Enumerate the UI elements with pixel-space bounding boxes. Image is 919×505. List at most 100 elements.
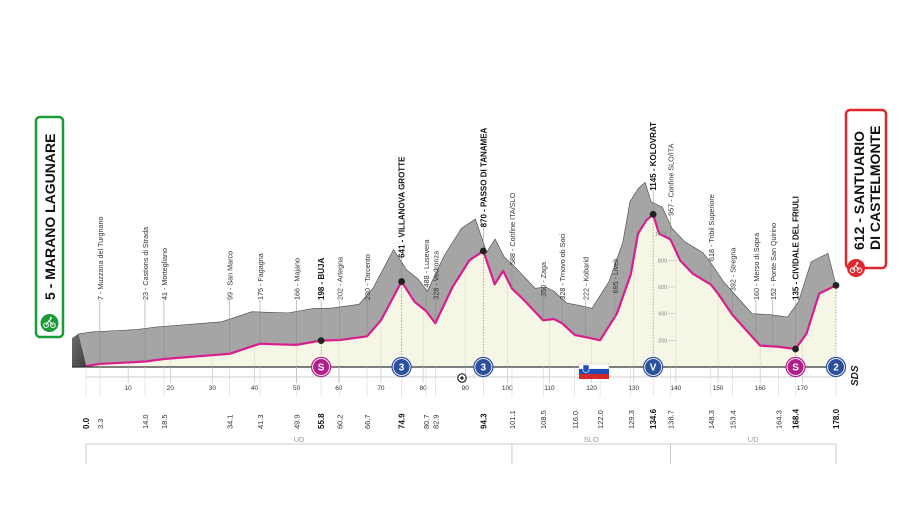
svg-text:612 - SANTUARIO DI CASTE: 612 - SANTUARIO DI CASTELMONTE xyxy=(851,126,883,250)
finish-badge: 612 - SANTUARIO DI CASTELMONTE xyxy=(844,108,888,277)
waypoint-label: 870 - PASSO DI TANAMEA xyxy=(479,127,488,227)
km-tick-label: 160 xyxy=(755,385,766,392)
waypoint-label: 99 - San Marco xyxy=(226,251,235,300)
km-tick-label: 90 xyxy=(462,385,470,392)
km-label: 164.3 xyxy=(774,410,783,429)
km-tick-label: 120 xyxy=(586,385,597,392)
km-label: 41.3 xyxy=(256,414,265,429)
waypoint-label: 1145 - KOLOVRAT xyxy=(649,122,658,191)
km-tick-label: 20 xyxy=(167,385,175,392)
km-label: 134.6 xyxy=(649,408,658,429)
altitude-tick-label: 1000 xyxy=(655,232,667,238)
waypoint-label: 957 - Confine SLO/ITA xyxy=(666,143,675,215)
km-label: 116.0 xyxy=(571,411,580,429)
waypoint-label: 392 - Stregna xyxy=(728,248,737,292)
km-tick-label: 150 xyxy=(713,385,724,392)
marker-pin xyxy=(317,337,325,344)
start-label: 5 - MARANO LAGUNARE xyxy=(42,134,58,300)
waypoint-label: 222 - Kobarid xyxy=(581,257,590,300)
km-label: 153.4 xyxy=(728,410,737,429)
waypoint-label: 350 - Zaga xyxy=(539,262,548,297)
waypoint-label: 23 - Castions di Strada xyxy=(141,227,150,300)
marker-badge xyxy=(828,359,844,375)
waypoint-label: 202 - Artegna xyxy=(336,257,345,300)
altitude-tick-label: 800 xyxy=(658,258,667,264)
km-label: 129.3 xyxy=(627,410,636,429)
waypoint-lines xyxy=(99,190,796,364)
km-label: 122.0 xyxy=(596,410,605,429)
km-tick-label: 30 xyxy=(209,385,217,392)
waypoint-label: 618 - Tribil Superiore xyxy=(707,194,716,261)
waypoint-label: 135 - CIVIDALE DEL FRIULI xyxy=(792,196,801,300)
waypoint-label: 328 - Trnovo ob Soci xyxy=(558,233,567,300)
marker-badge xyxy=(393,359,410,375)
waypoint-label: 695 - Livek xyxy=(611,258,620,294)
km-label: 101.1 xyxy=(508,410,517,429)
km-label: 49.9 xyxy=(292,414,301,429)
km-ticks: 10 20 30 40 50 60 70 80 90 100 110 120 130 140 150 160 1… xyxy=(125,367,808,392)
marker-pin xyxy=(479,247,487,255)
km-tick-label: 70 xyxy=(377,385,385,392)
cyclist-icon xyxy=(43,316,56,328)
waypoint-labels: 7 - Muzzana del Turgnano 23 - Castions di… xyxy=(96,122,801,300)
waypoint-label: 41 - Mortegliano xyxy=(160,248,169,300)
marker-label: 3 xyxy=(481,363,487,374)
km-label: 138.7 xyxy=(666,410,675,429)
marker-badge xyxy=(787,359,804,375)
marker-badge xyxy=(475,359,492,375)
km-tick-label: 50 xyxy=(293,385,301,392)
waypoint-label: 7 - Muzzana del Turgnano xyxy=(96,216,105,300)
camera-icon xyxy=(457,373,467,383)
waypoint-label: 641 - VILLANOVA GROTTE xyxy=(398,156,407,258)
km-label: 94.3 xyxy=(479,413,488,429)
marker-pin xyxy=(792,345,799,353)
waypoint-label: 588 - Confine ITA/SLO xyxy=(508,192,517,265)
altitude-tick-label: 200 xyxy=(658,338,667,344)
region-label: UD xyxy=(748,435,759,444)
start-badge: 5 - MARANO LAGUNARE xyxy=(34,115,65,339)
waypoint-label: 198 - BUJA xyxy=(317,258,326,300)
km-label: 108.5 xyxy=(539,410,548,429)
altitude-tick-label: 600 xyxy=(658,285,667,291)
marker-label: 2 xyxy=(833,363,839,374)
altitude-tick-label: 400 xyxy=(658,312,667,318)
km-label: 74.9 xyxy=(398,413,407,429)
km-tick-label: 40 xyxy=(251,385,259,392)
km-grid-lines xyxy=(127,251,803,367)
km-tick-label: 130 xyxy=(628,385,639,392)
brand-logo: SDS xyxy=(850,365,861,386)
marker-label: 3 xyxy=(399,363,405,374)
km-tick-label: 10 xyxy=(125,385,133,392)
waypoint-label: 488 - Lusevera xyxy=(422,239,431,287)
waypoint-label: 230 - Tarcento xyxy=(363,254,372,300)
km-tick-label: 140 xyxy=(670,385,681,392)
waypoint-label: 175 - Fagagna xyxy=(256,253,265,300)
marker-label: V xyxy=(650,363,657,374)
km-label: 178.0 xyxy=(832,408,841,429)
km-tick-label: 60 xyxy=(335,385,343,392)
km-label: 55.8 xyxy=(317,413,326,429)
region-bar: UD SLO UD xyxy=(85,435,837,464)
waypoint-label: 160 - Merso di Sopra xyxy=(752,233,761,300)
km-label: 82.9 xyxy=(431,414,440,429)
km-label: 18.5 xyxy=(160,414,169,429)
marker-badge xyxy=(645,359,662,375)
marker-label: S xyxy=(318,363,325,374)
km-label: 80.7 xyxy=(422,414,431,429)
profile-pink-edge xyxy=(85,213,837,368)
km-tick-label: 110 xyxy=(544,385,555,392)
finish-label-line1: 612 - SANTUARIO xyxy=(851,131,867,250)
waypoint-label: 166 - Majano xyxy=(292,258,301,300)
km-tick-label: 80 xyxy=(419,385,427,392)
waypoint-label: 152 - Ponte San Quirino xyxy=(769,223,778,300)
marker-label: S xyxy=(792,363,799,374)
km-label: 34.1 xyxy=(226,414,235,429)
cyclist-icon xyxy=(849,261,863,273)
marker-pin xyxy=(398,278,405,285)
profile-left-wall xyxy=(72,334,86,367)
profile-area xyxy=(86,214,836,367)
waypoint-label: 328 - Vedronza xyxy=(431,251,440,300)
region-label: SLO xyxy=(584,435,599,444)
region-label: UD xyxy=(294,435,305,444)
